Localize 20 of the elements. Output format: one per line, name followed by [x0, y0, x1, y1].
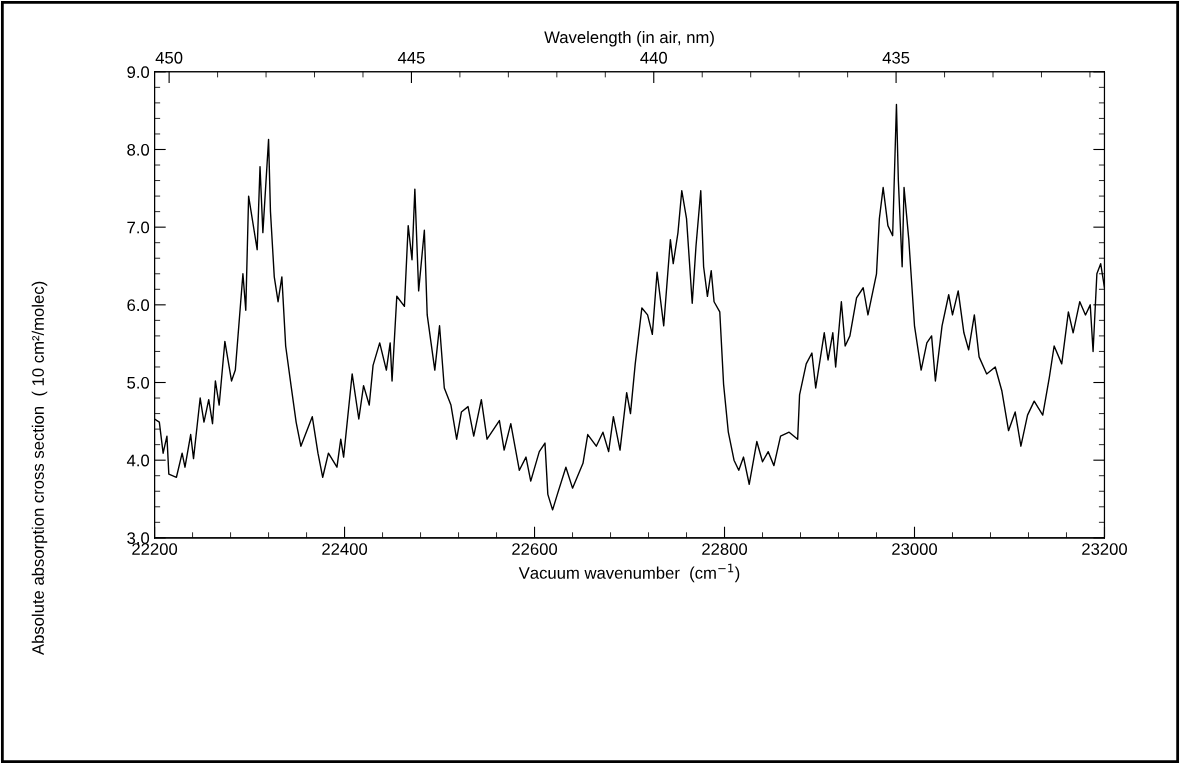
x-tick-label: 23200 — [1082, 543, 1127, 555]
x-tick-label: 22400 — [322, 543, 368, 555]
x-tick-label: 22600 — [512, 543, 558, 555]
x2-tick-label: 445 — [397, 52, 425, 64]
x2-tick-label: 450 — [155, 51, 183, 64]
x-axis-title: Vacuum wavenumber (cm$^{−1}$) — [518, 563, 740, 583]
y-tick-label: 6.0 — [127, 299, 150, 312]
y-tick-label: 9.0 — [127, 66, 150, 79]
y-axis-title: Absolute absorption cross section ( 10 cm²/molec) — [31, 281, 48, 656]
x2-axis-title: Wavelength (in air, nm) — [544, 31, 714, 47]
y-tick-label: 8.0 — [127, 143, 150, 156]
x2-tick-label: 440 — [640, 51, 668, 64]
y-tick-label: 4.0 — [126, 454, 150, 467]
y-tick-label: 3.0 — [127, 532, 150, 545]
y-tick-label: 5.0 — [127, 376, 150, 389]
x-tick-label: 22800 — [702, 543, 748, 555]
y-tick-label: 7.0 — [127, 221, 150, 234]
x-tick-label: 23000 — [892, 543, 938, 555]
x-tick-label: 22200 — [132, 543, 178, 555]
x2-tick-label: 435 — [882, 51, 910, 64]
